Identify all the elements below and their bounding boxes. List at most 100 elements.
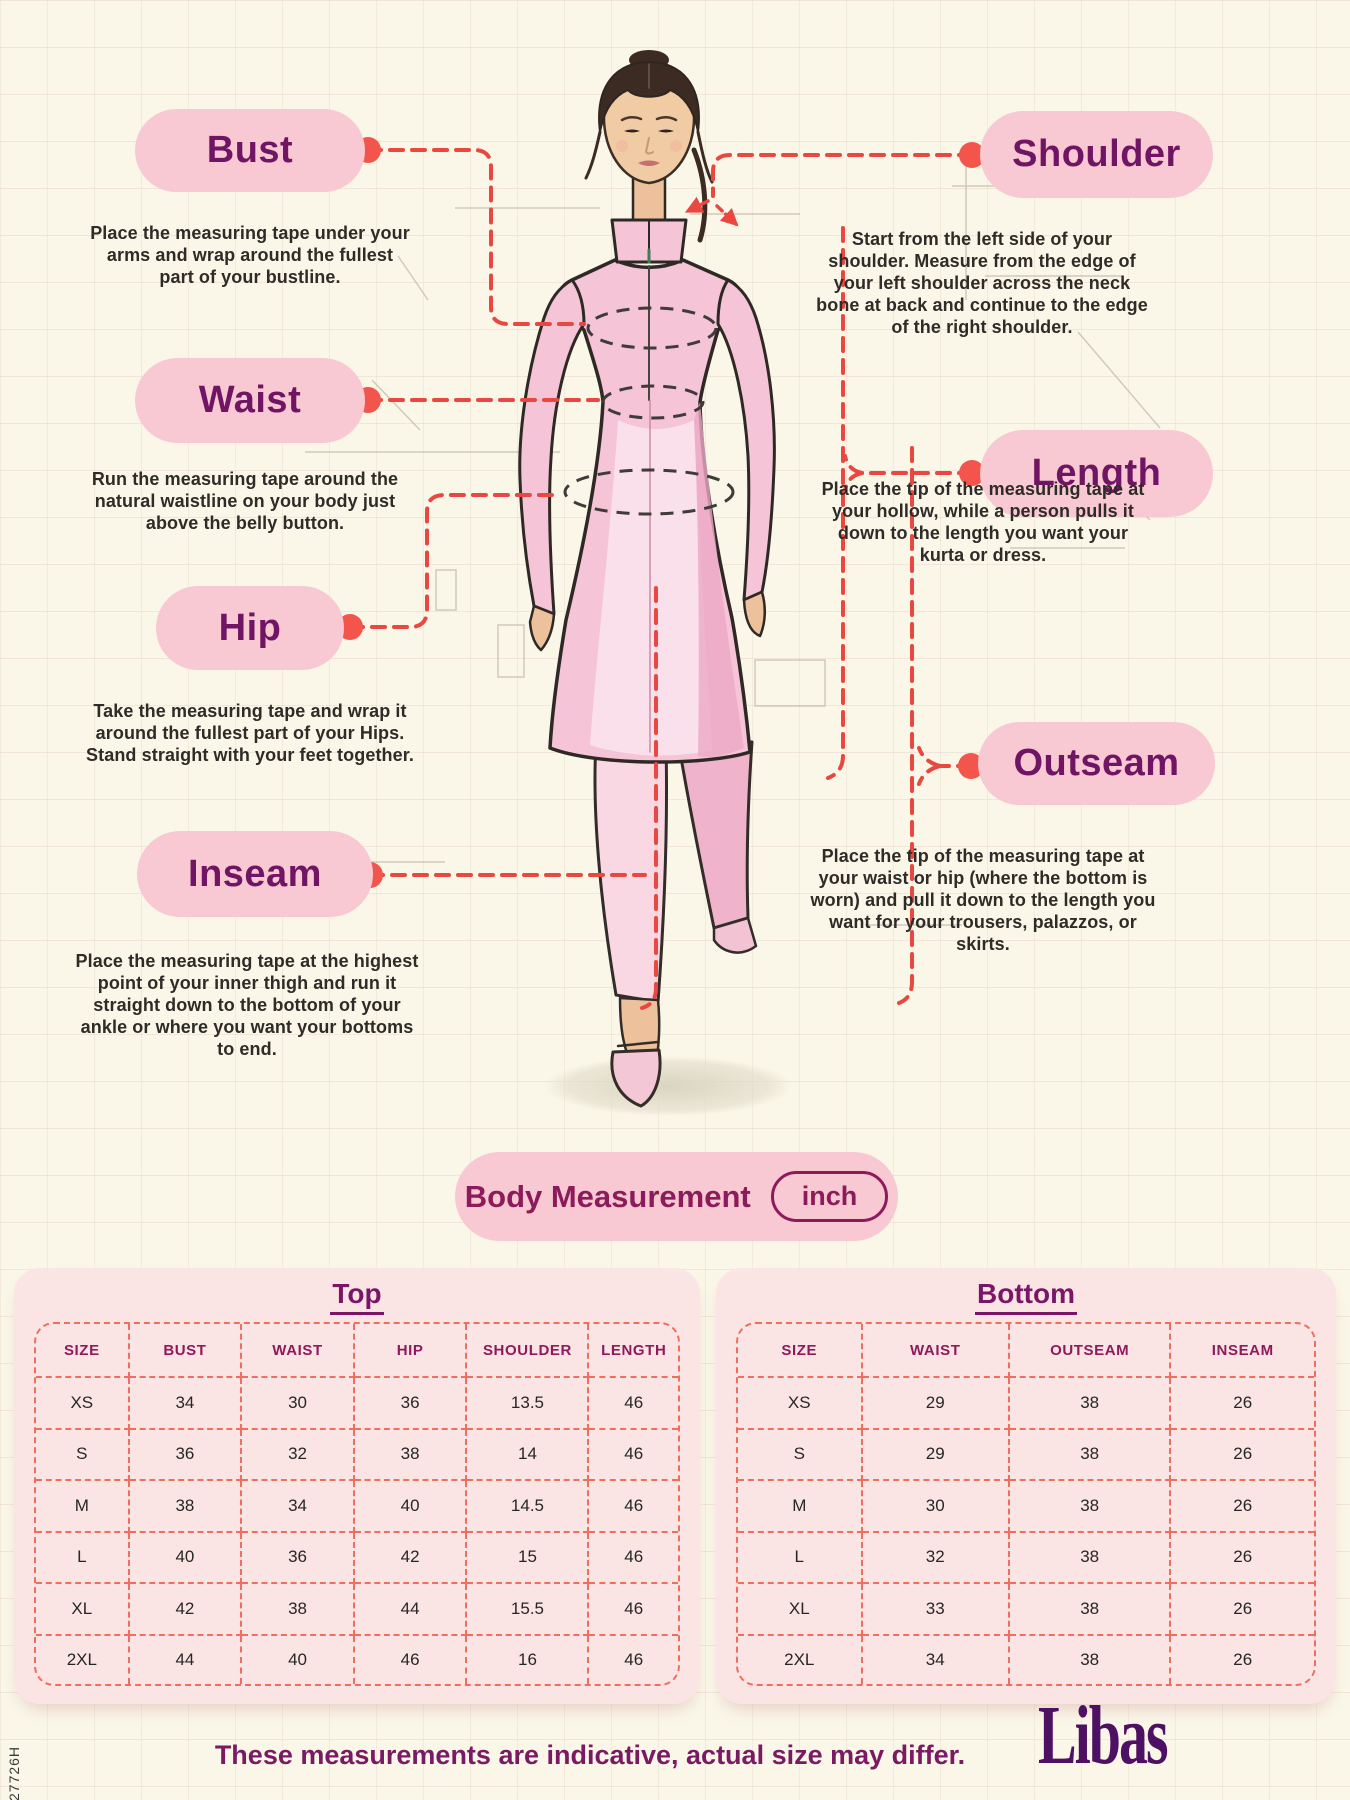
bust-tag: Bust bbox=[135, 109, 365, 192]
inseam-description: Place the measuring tape at the highest … bbox=[75, 951, 419, 1059]
value-cell: 34 bbox=[241, 1480, 355, 1533]
body-measurement-bar: Body Measurement inch bbox=[455, 1152, 898, 1241]
value-cell: 33 bbox=[861, 1583, 1010, 1636]
value-cell: 26 bbox=[1233, 1649, 1253, 1669]
column-header-waist: WAIST bbox=[241, 1324, 355, 1378]
value-cell: 40 bbox=[241, 1634, 355, 1684]
value-cell: 38 bbox=[241, 1583, 355, 1636]
disclaimer-note: These measurements are indicative, actua… bbox=[214, 1740, 966, 1770]
size-cell: S bbox=[738, 1428, 863, 1482]
outseam-description: Place the tip of the measuring tape at y… bbox=[810, 846, 1156, 954]
waist-ellipse bbox=[601, 384, 705, 420]
unit-toggle-inch[interactable]: inch bbox=[770, 1171, 889, 1222]
outseam-tag: Outseam bbox=[978, 722, 1215, 805]
value-cell: 46 bbox=[353, 1634, 468, 1684]
bottom-size-card: Bottom SIZE WAIST OUTSEAM INSEAM XS 29 38 26 S 29… bbox=[716, 1268, 1336, 1704]
shoulder-arrows bbox=[684, 196, 739, 227]
value-cell: 32 bbox=[241, 1428, 355, 1482]
size-cell: L bbox=[738, 1531, 863, 1585]
value-cell: 38 bbox=[1008, 1531, 1172, 1585]
hip-description: Take the measuring tape and wrap it arou… bbox=[86, 701, 414, 765]
bust-label: Bust bbox=[206, 129, 294, 171]
value-cell: 40 bbox=[353, 1480, 468, 1533]
column-header-size: SIZE bbox=[738, 1324, 863, 1378]
hip-label: Hip bbox=[218, 606, 282, 649]
column-header-shoulder: SHOULDER bbox=[466, 1324, 590, 1378]
floor-shadow bbox=[544, 1056, 792, 1116]
outseam-label: Outseam bbox=[1013, 742, 1180, 784]
bust-ellipse bbox=[586, 306, 718, 350]
bottom-table-title: Bottom bbox=[716, 1278, 1336, 1315]
value-cell: 46 bbox=[588, 1480, 678, 1533]
bust-description: Place the measuring tape under your arms… bbox=[90, 223, 410, 287]
table-row: L 32 38 26 bbox=[738, 1531, 1314, 1585]
column-header-length: LENGTH bbox=[588, 1324, 678, 1378]
length-description: Place the tip of the measuring tape at y… bbox=[821, 479, 1145, 565]
shoulder-tag: Shoulder bbox=[980, 111, 1213, 198]
hip-tag: Hip bbox=[156, 586, 344, 670]
size-cell: L bbox=[36, 1531, 130, 1585]
value-cell: 26 bbox=[1170, 1480, 1314, 1533]
value-cell: 15.5 bbox=[466, 1583, 590, 1636]
value-cell: 34 bbox=[128, 1377, 243, 1430]
size-cell: 2XL bbox=[36, 1634, 130, 1684]
value-cell: 15 bbox=[466, 1531, 590, 1585]
size-cell: S bbox=[36, 1428, 130, 1482]
table-row: XL 33 38 26 bbox=[738, 1583, 1314, 1636]
value-cell: 14 bbox=[466, 1428, 590, 1482]
length-tag: Length bbox=[980, 430, 1213, 517]
waist-tag: Waist bbox=[135, 358, 365, 443]
size-cell: XS bbox=[36, 1377, 130, 1430]
table-row: M 30 38 26 bbox=[738, 1480, 1314, 1533]
value-cell: 36 bbox=[128, 1428, 243, 1482]
value-cell: 46 bbox=[588, 1531, 678, 1585]
value-cell: 30 bbox=[241, 1377, 355, 1430]
size-cell: M bbox=[738, 1480, 863, 1533]
column-header-waist: WAIST bbox=[861, 1324, 1010, 1378]
table-row: 2XL 34 38 26 bbox=[738, 1634, 1314, 1684]
value-cell: 26 bbox=[1170, 1583, 1314, 1636]
value-cell: 38 bbox=[1008, 1480, 1172, 1533]
table-row: M 38 34 40 14.5 46 bbox=[36, 1480, 678, 1533]
value-cell: 26 bbox=[1170, 1531, 1314, 1585]
fashion-figure bbox=[518, 50, 776, 1108]
value-cell: 26 bbox=[1170, 1377, 1314, 1430]
article-code: 27726H bbox=[6, 1745, 22, 1800]
hip-ellipse bbox=[563, 468, 735, 516]
shoulder-connector bbox=[711, 153, 974, 198]
table-row: XL 42 38 44 15.5 46 bbox=[36, 1583, 678, 1636]
bottom-size-table: SIZE WAIST OUTSEAM INSEAM XS 29 38 26 S 29 38 26 M 30… bbox=[736, 1322, 1316, 1686]
value-cell: 38 bbox=[1008, 1428, 1172, 1482]
value-cell: 38 bbox=[128, 1480, 243, 1533]
table-row: XS 34 30 36 13.5 46 bbox=[36, 1377, 678, 1430]
value-cell: 46 bbox=[588, 1377, 678, 1430]
value-cell: 36 bbox=[241, 1531, 355, 1585]
size-cell: 2XL bbox=[738, 1634, 863, 1684]
value-cell: 36 bbox=[353, 1377, 468, 1430]
size-cell: M bbox=[36, 1480, 130, 1533]
value-cell: 26 bbox=[1170, 1428, 1314, 1482]
body-measurement-label: Body Measurement bbox=[464, 1178, 751, 1214]
value-cell: 46 bbox=[588, 1428, 678, 1482]
table-row: L 40 36 42 15 46 bbox=[36, 1531, 678, 1585]
value-cell: 40 bbox=[128, 1531, 243, 1585]
waist-label: Waist bbox=[198, 379, 302, 421]
value-cell: 32 bbox=[861, 1531, 1010, 1585]
top-table-title: Top bbox=[14, 1278, 700, 1315]
column-header-bust: BUST bbox=[128, 1324, 243, 1378]
value-cell: 46 bbox=[624, 1649, 644, 1669]
value-cell: 29 bbox=[861, 1377, 1010, 1430]
measurement-ellipses bbox=[563, 306, 735, 516]
table-row: S 36 32 38 14 46 bbox=[36, 1428, 678, 1482]
value-cell: 14.5 bbox=[466, 1480, 590, 1533]
top-size-table: SIZE BUST WAIST HIP SHOULDER LENGTH XS 34 30 36 13… bbox=[34, 1322, 680, 1686]
size-cell: XS bbox=[738, 1377, 863, 1430]
column-header-hip: HIP bbox=[353, 1324, 468, 1378]
table-row: 2XL 44 40 46 16 46 bbox=[36, 1634, 678, 1684]
inseam-tag: Inseam bbox=[137, 831, 373, 917]
value-cell: 34 bbox=[861, 1634, 1010, 1684]
value-cell: 38 bbox=[353, 1428, 468, 1482]
table-row: S 29 38 26 bbox=[738, 1428, 1314, 1482]
brand-logo: Libas bbox=[1038, 1687, 1169, 1782]
